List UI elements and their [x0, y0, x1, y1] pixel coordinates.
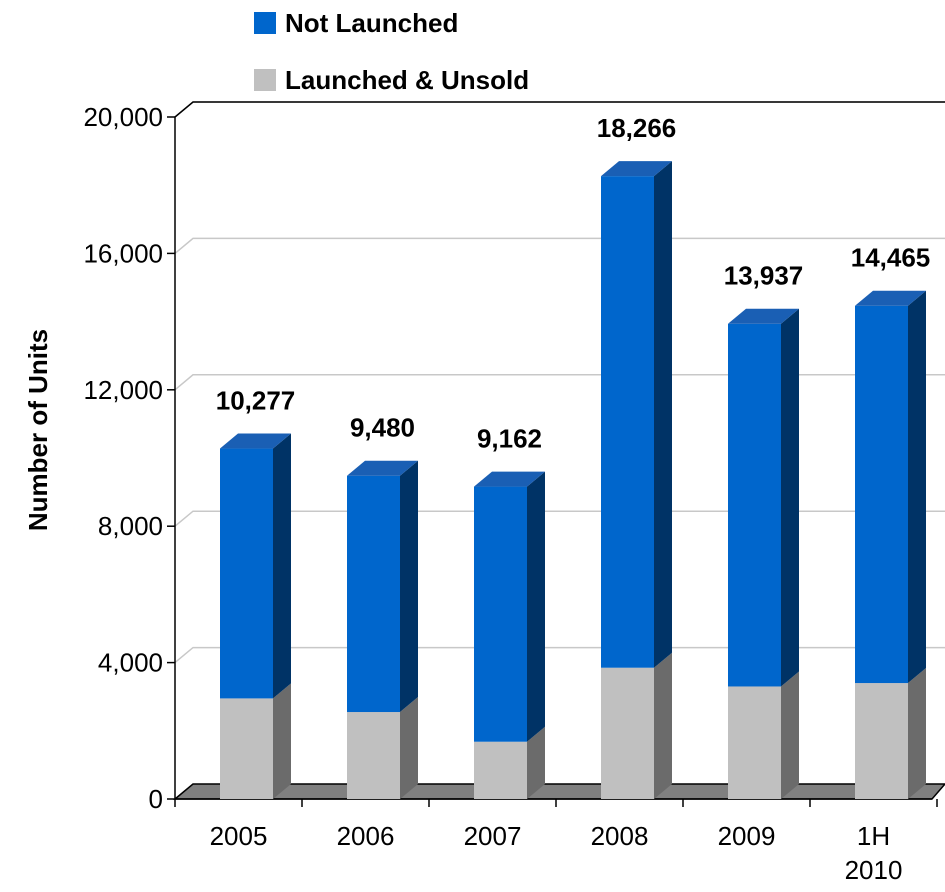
- bar-top: [728, 308, 799, 324]
- x-tick-label: 2005: [210, 821, 268, 851]
- bar-side: [527, 471, 545, 742]
- chart-floor: [172, 783, 945, 800]
- legend-label-not-launched: Not Launched: [285, 8, 458, 38]
- gridline: [174, 510, 945, 527]
- bar-segment-launched-unsold: [728, 671, 799, 799]
- bar-side: [654, 652, 672, 799]
- bar-front: [474, 741, 527, 799]
- total-data-label: 9,162: [477, 424, 542, 454]
- y-axis-title: Number of Units: [23, 329, 53, 531]
- y-tick-label: 8,000: [98, 511, 163, 541]
- total-data-label: 14,465: [851, 243, 931, 273]
- y-axis-line: [174, 101, 945, 799]
- bar-side: [400, 460, 418, 713]
- bar-side: [908, 290, 926, 684]
- bar-segment-not-launched: [220, 433, 291, 699]
- gridline: [174, 237, 945, 254]
- bar-segment-not-launched: [601, 161, 672, 668]
- bar-side: [400, 697, 418, 799]
- legend-label-launched-unsold: Launched & Unsold: [285, 65, 529, 95]
- bar-segment-launched-unsold: [855, 668, 926, 799]
- bar-segment-launched-unsold: [347, 697, 418, 799]
- bar-top: [474, 471, 545, 487]
- bar-side: [781, 671, 799, 799]
- gridline: [174, 374, 945, 391]
- total-data-label: 13,937: [724, 261, 804, 291]
- bar-segment-launched-unsold: [474, 726, 545, 799]
- bar-front: [347, 712, 400, 799]
- total-data-label: 18,266: [597, 113, 677, 143]
- gridline: [174, 646, 945, 664]
- legend: Not Launched Launched & Unsold: [254, 8, 529, 95]
- bar-side: [273, 433, 291, 699]
- bar-segment-not-launched: [347, 460, 418, 713]
- bar-top: [220, 433, 291, 449]
- floor: [172, 783, 945, 800]
- bar-segment-not-launched: [728, 308, 799, 687]
- legend-swatch-not-launched: [254, 12, 276, 34]
- gridline: [174, 101, 945, 118]
- bar-front: [855, 683, 908, 799]
- bar-front: [855, 305, 908, 684]
- total-data-label: 10,277: [216, 386, 296, 416]
- y-tick-label: 4,000: [98, 648, 163, 678]
- axes: 0 4,000 8,000 12,000 16,000 20,000: [83, 101, 945, 814]
- total-data-label: 9,480: [350, 413, 415, 443]
- x-tick-label: 1H 2010: [845, 821, 903, 885]
- bar-front: [728, 323, 781, 687]
- bar-side: [908, 668, 926, 799]
- bar-front: [220, 448, 273, 699]
- y-tick-label: 16,000: [83, 238, 163, 268]
- y-tick-label: 12,000: [83, 375, 163, 405]
- y-tick-label: 0: [149, 784, 163, 814]
- x-tick-label: 2007: [464, 821, 522, 851]
- bar-top: [347, 460, 418, 476]
- bar-front: [728, 686, 781, 799]
- bar-front: [601, 176, 654, 668]
- bar-side: [273, 683, 291, 799]
- bar-side: [654, 161, 672, 668]
- bar-front: [474, 486, 527, 742]
- bar-segment-not-launched: [855, 290, 926, 684]
- x-tick-label: 2006: [337, 821, 395, 851]
- bar-segment-launched-unsold: [601, 652, 672, 799]
- legend-swatch-launched-unsold: [254, 69, 276, 91]
- bar-front: [601, 667, 654, 799]
- bar-segment-not-launched: [474, 471, 545, 742]
- bar-side: [781, 308, 799, 687]
- bar-front: [220, 698, 273, 799]
- x-tick-label: 2008: [591, 821, 649, 851]
- bar-front: [347, 475, 400, 713]
- bar-side: [527, 726, 545, 799]
- bars: [220, 161, 926, 799]
- bar-top: [855, 290, 926, 306]
- x-tick-label: 2009: [718, 821, 776, 851]
- bar-segment-launched-unsold: [220, 683, 291, 799]
- data-labels: 10,277 2005 9,480 2006 9,162 2007 18,266 2008 13…: [210, 113, 931, 885]
- bar-top: [601, 161, 672, 177]
- y-tick-label: 20,000: [83, 102, 163, 132]
